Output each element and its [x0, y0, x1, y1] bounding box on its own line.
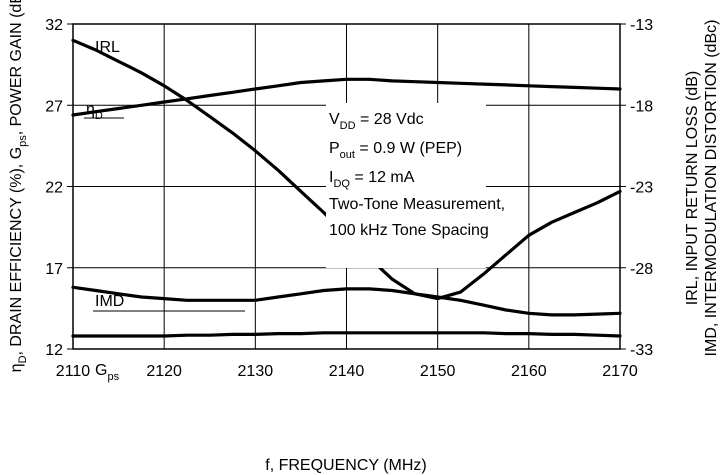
- annotation-vdd: VDD = 28 Vdc: [329, 111, 424, 132]
- label-irl: IRL: [95, 39, 120, 56]
- label-imd: IMD: [95, 293, 124, 310]
- y-tick-label-right: -18: [630, 98, 653, 115]
- y-tick-label-left: 27: [45, 98, 63, 115]
- y-tick-label-right: -13: [630, 17, 653, 34]
- annotation-idq: IDQ = 12 mA: [329, 169, 415, 190]
- series-line-imd: [71, 285, 622, 317]
- annotation-line5: 100 kHz Tone Spacing: [329, 222, 489, 239]
- y-tick-label-right: -33: [630, 342, 653, 359]
- x-tick-label: 2110: [56, 363, 91, 380]
- y-tick-label-right: -23: [630, 180, 653, 197]
- annotation-pout: Pout = 0.9 W (PEP): [329, 140, 462, 161]
- x-tick-label: 2130: [238, 363, 274, 380]
- x-tick-label: 2160: [511, 363, 547, 380]
- annotation: VDD = 28 Vdc Pout = 0.9 W (PEP) IDQ = 12…: [329, 111, 505, 239]
- label-eta: ηD: [86, 101, 103, 122]
- label-gps: Gps: [95, 362, 120, 383]
- y-tick-label-left: 12: [45, 342, 63, 359]
- y-tick-label-left: 17: [45, 261, 63, 278]
- y-axis-title-left: ηD, DRAIN EFFICIENCY (%), Gps, POWER GAI…: [8, 0, 29, 372]
- y-axis-title-right-2: IMD, INTERMODULATION DISTORTION (dBc): [703, 20, 720, 357]
- x-tick-label: 2150: [420, 363, 456, 380]
- x-tick-label: 2170: [602, 363, 638, 380]
- y-tick-label-right: -28: [630, 261, 653, 278]
- x-axis-title: f, FREQUENCY (MHz): [265, 457, 426, 474]
- series-line-d: [71, 77, 622, 117]
- annotation-line4: Two-Tone Measurement,: [329, 196, 505, 213]
- y-axis-title-right-1: IRL, INPUT RETURN LOSS (dB): [684, 71, 701, 305]
- x-tick-label: 2120: [146, 363, 182, 380]
- series-line-gps: [71, 331, 622, 338]
- tick-labels: 2110 2120 2130 2140 2150 2160 2170 12 17 22 27 32 -3…: [45, 17, 653, 380]
- annotation-background: [326, 103, 486, 268]
- y-tick-label-left: 22: [45, 180, 63, 197]
- x-tick-label: 2140: [329, 363, 365, 380]
- y-tick-label-left: 32: [45, 17, 63, 34]
